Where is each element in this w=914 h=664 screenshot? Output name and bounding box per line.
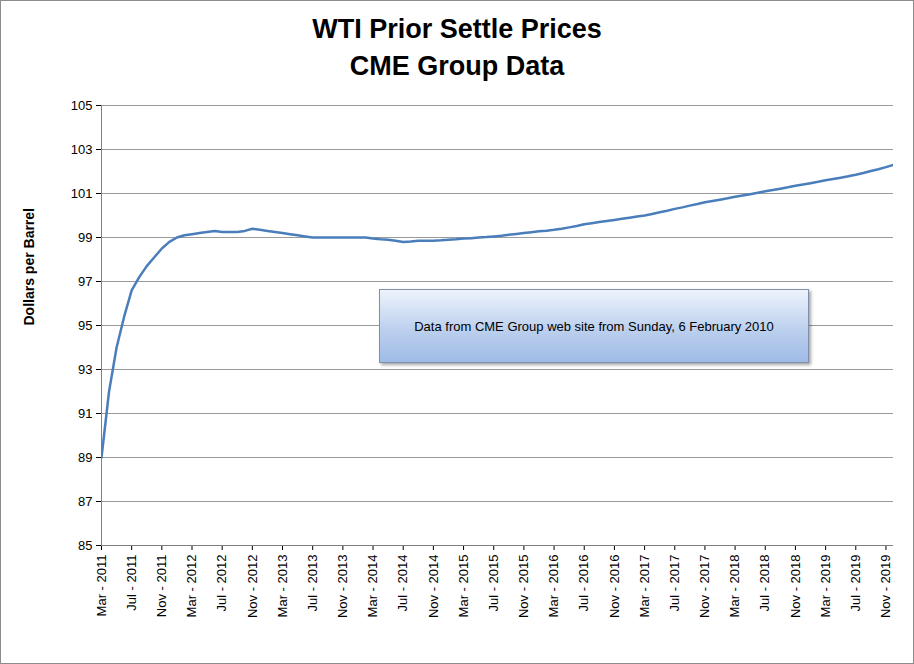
svg-text:Jul - 2017: Jul - 2017 xyxy=(667,555,682,612)
svg-text:93: 93 xyxy=(78,362,92,377)
svg-text:85: 85 xyxy=(78,538,92,553)
svg-text:Nov - 2013: Nov - 2013 xyxy=(335,555,350,619)
svg-text:Mar - 2016: Mar - 2016 xyxy=(546,555,561,618)
svg-text:Mar - 2012: Mar - 2012 xyxy=(184,555,199,618)
svg-text:103: 103 xyxy=(71,142,93,157)
svg-text:Jul - 2019: Jul - 2019 xyxy=(848,555,863,612)
svg-text:Nov - 2011: Nov - 2011 xyxy=(154,555,169,618)
svg-text:87: 87 xyxy=(78,494,92,509)
svg-text:Nov - 2018: Nov - 2018 xyxy=(788,555,803,619)
svg-text:Mar - 2011: Mar - 2011 xyxy=(94,555,109,617)
svg-text:Mar - 2015: Mar - 2015 xyxy=(456,555,471,618)
svg-text:Nov - 2015: Nov - 2015 xyxy=(516,555,531,619)
svg-text:97: 97 xyxy=(78,274,92,289)
svg-text:89: 89 xyxy=(78,450,92,465)
html-text:Data from CME Group web site f: Data from CME Group web site from Sunday… xyxy=(414,318,774,334)
html-text:CME Group Data: CME Group Data xyxy=(349,51,565,81)
svg-text:Jul - 2016: Jul - 2016 xyxy=(576,555,591,612)
svg-text:Jul - 2013: Jul - 2013 xyxy=(305,555,320,612)
svg-text:99: 99 xyxy=(78,230,92,245)
svg-text:Mar - 2018: Mar - 2018 xyxy=(727,555,742,618)
svg-text:Nov - 2016: Nov - 2016 xyxy=(607,555,622,619)
svg-text:Mar - 2014: Mar - 2014 xyxy=(365,555,380,618)
svg-text:Jul - 2015: Jul - 2015 xyxy=(486,555,501,612)
svg-text:95: 95 xyxy=(78,318,92,333)
svg-text:Nov - 2014: Nov - 2014 xyxy=(426,555,441,619)
svg-text:Mar - 2013: Mar - 2013 xyxy=(275,555,290,618)
svg-text:Dollars per Barrel: Dollars per Barrel xyxy=(21,208,37,326)
svg-text:Jul - 2018: Jul - 2018 xyxy=(757,555,772,612)
svg-text:91: 91 xyxy=(78,406,92,421)
svg-text:Nov - 2012: Nov - 2012 xyxy=(245,555,260,619)
svg-text:Jul - 2011: Jul - 2011 xyxy=(124,555,139,611)
svg-text:Mar - 2017: Mar - 2017 xyxy=(637,555,652,618)
svg-text:Nov - 2019: Nov - 2019 xyxy=(878,555,893,619)
svg-text:Nov - 2017: Nov - 2017 xyxy=(697,555,712,619)
svg-text:105: 105 xyxy=(71,98,93,113)
svg-text:Jul - 2012: Jul - 2012 xyxy=(214,555,229,612)
svg-text:Jul - 2014: Jul - 2014 xyxy=(395,555,410,612)
svg-text:101: 101 xyxy=(71,186,93,201)
html-text:WTI Prior Settle Prices: WTI Prior Settle Prices xyxy=(312,14,602,44)
svg-text:Mar - 2019: Mar - 2019 xyxy=(818,555,833,618)
